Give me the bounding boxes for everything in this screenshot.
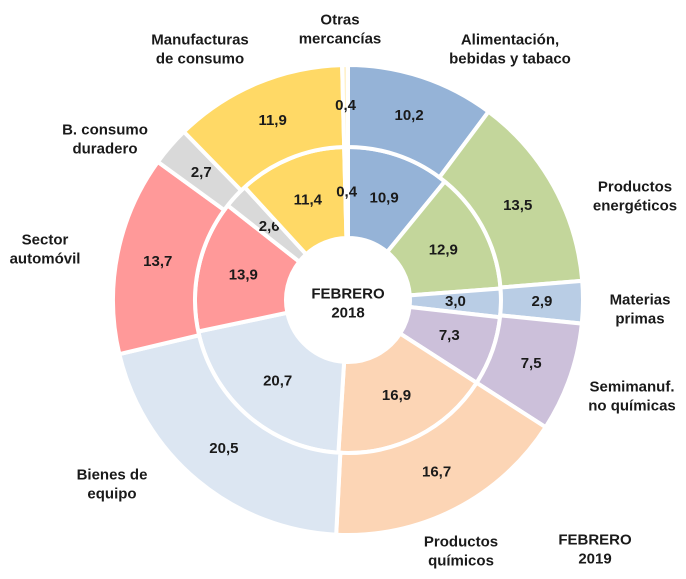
category-label: Productos químicos — [424, 533, 498, 569]
value-label: 13,5 — [503, 197, 532, 214]
series-label: FEBRERO 2019 — [558, 531, 632, 567]
value-label: 11,4 — [294, 191, 323, 208]
value-label: 12,9 — [429, 241, 458, 258]
value-label: 10,2 — [395, 107, 424, 124]
value-label: 13,7 — [143, 253, 172, 270]
value-label: 2,9 — [532, 293, 553, 310]
value-label: 7,5 — [521, 355, 542, 372]
value-label: 11,9 — [258, 112, 286, 129]
category-label: Bienes de equipo — [77, 466, 148, 502]
value-label: 13,9 — [229, 267, 258, 284]
category-label: Alimentación, bebidas y tabaco — [449, 31, 571, 67]
series-label: FEBRERO 2018 — [311, 285, 385, 321]
value-label: 0,4 — [335, 97, 357, 114]
category-label: Manufacturas de consumo — [151, 31, 249, 67]
value-label: 3,0 — [445, 293, 466, 310]
value-label: 7,3 — [439, 327, 460, 344]
value-label: 10,9 — [369, 190, 398, 207]
value-label: 0,4 — [336, 183, 358, 200]
category-label: Sector automóvil — [10, 231, 81, 267]
category-label: Materias primas — [610, 291, 671, 327]
donut-segment — [340, 62, 350, 150]
category-label: Semimanuf. no químicas — [588, 378, 676, 414]
category-label: Otras mercancías — [299, 11, 382, 47]
value-label: 20,5 — [209, 440, 238, 457]
category-label: B. consumo duradero — [62, 121, 148, 157]
value-label: 2,7 — [191, 164, 212, 181]
value-label: 16,9 — [382, 387, 411, 404]
value-label: 16,7 — [422, 464, 451, 481]
value-label: 20,7 — [263, 372, 292, 389]
category-label: Productos energéticos — [593, 178, 677, 214]
